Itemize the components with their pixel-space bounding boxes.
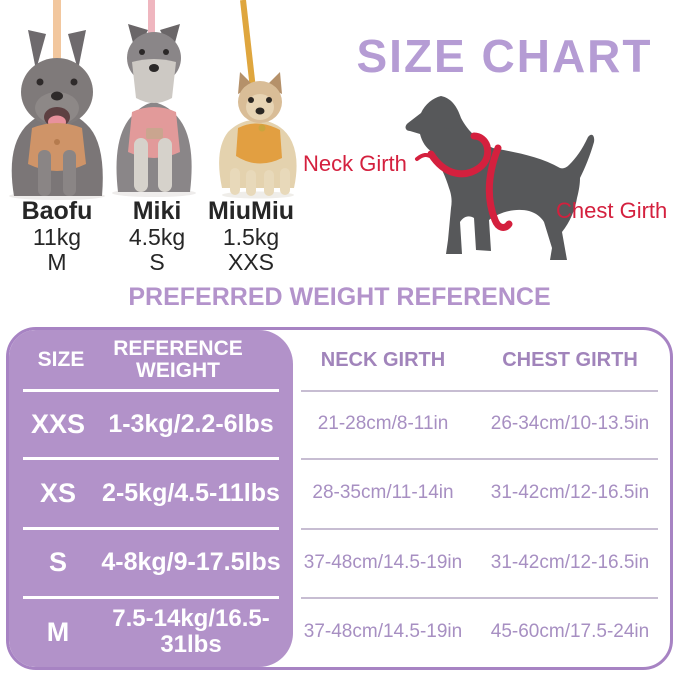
dog-miki [116,0,192,192]
dog-measurement-diagram [405,96,595,260]
beard [132,59,176,103]
row-divider [301,458,658,460]
row-divider [23,596,279,599]
chest-girth-band [485,144,513,231]
neck-value: 37-48cm/14.5-19in [303,551,463,573]
leash-baofu [53,0,61,58]
row-divider [23,457,279,460]
dog-size: S [149,249,165,275]
dog-weight: 11kg [32,224,82,250]
size-value: XS [39,477,77,508]
harness-baofu [28,123,86,171]
weight-reference-heading: PREFERRED WEIGHT REFERENCE [128,283,551,311]
neck-value: 28-35cm/11-14in [312,482,454,503]
harness-miumiu [236,123,282,164]
neck-pointer-line [415,152,434,161]
weight-value: 4-8kg/9-17.5lbs [101,548,281,576]
dog-silhouette [405,96,595,260]
col-header-reference-weight: REFERENCE WEIGHT [113,337,243,382]
leash-miki [148,0,155,44]
buckle [258,124,266,132]
weight-value: 7.5-14kg/16.5-31lbs [112,605,270,658]
size-value: XXS [30,408,86,439]
dog-weight: 4.5kg [128,224,186,250]
chest-girth-label: Chest Girth [556,198,668,223]
chest-value: 26-34cm/10-13.5in [490,413,650,434]
dog-size: XXS [227,249,275,275]
neck-girth-band [427,132,492,178]
chest-value: 31-42cm/12-16.5in [490,551,650,573]
neck-value: 21-28cm/8-11in [317,413,449,434]
dog-weight: 1.5kg [222,224,280,250]
col-header-size: SIZE [37,348,85,371]
neck-girth-label: Neck Girth [303,151,407,176]
dog-label-miumiu: MiuMiu 1.5kg XXS [196,198,306,275]
leash-miumiu [240,0,257,99]
dog-name: Miki [132,197,182,225]
row-divider [301,528,658,530]
dog-name: Baofu [21,197,93,225]
neck-value: 37-48cm/14.5-19in [303,621,463,642]
row-divider [301,597,658,599]
dog-miumiu [219,0,297,196]
shadow [222,191,294,199]
dog-label-miki: Miki 4.5kg S [102,198,212,275]
weight-value: 1-3kg/2.2-6lbs [108,409,274,438]
size-value: M [46,616,70,647]
dog-name: MiuMiu [207,197,295,225]
dog-baofu [11,0,103,196]
chest-value: 31-42cm/12-16.5in [490,482,650,503]
dog-size: M [47,249,67,275]
row-divider [301,390,658,392]
col-header-neck-girth: NECK GIRTH [320,348,446,371]
weight-value: 2-5kg/4.5-11lbs [102,478,280,507]
size-value: S [48,547,67,577]
row-divider [23,527,279,530]
size-chart-title: SIZE CHART [356,30,653,82]
three-dogs-photo [9,0,297,200]
dog-label-baofu: Baofu 11kg M [2,198,112,275]
row-divider [23,389,279,392]
size-reference-table: SIZE REFERENCE WEIGHT NECK GIRTH CHEST G… [6,327,673,670]
col-header-chest-girth: CHEST GIRTH [502,348,638,371]
chest-value: 45-60cm/17.5-24in [490,621,650,642]
table-left-panel [9,330,293,667]
